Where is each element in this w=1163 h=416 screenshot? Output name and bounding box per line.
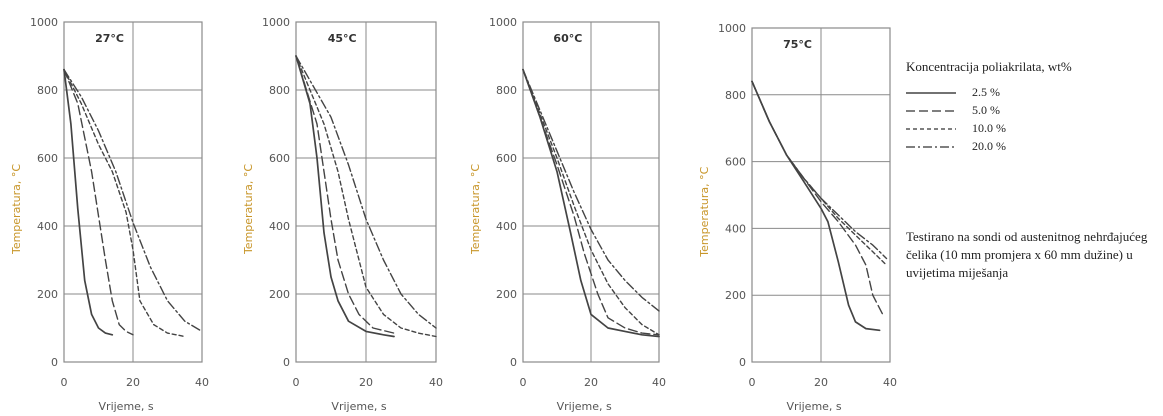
y-tick-label: 1000: [489, 16, 517, 29]
y-tick-label: 600: [725, 156, 746, 169]
y-tick-label: 1000: [30, 16, 58, 29]
series-line-3: [751, 80, 888, 260]
y-tick-label: 600: [37, 152, 58, 165]
legend-item-5-0: 5.0 %: [906, 103, 1156, 119]
y-tick-label: 800: [269, 84, 290, 97]
legend-label: 20.0 %: [972, 139, 1006, 153]
series-line-3: [522, 68, 660, 312]
legend-item-10-0: 10.0 %: [906, 121, 1156, 137]
series-line-0: [751, 80, 881, 332]
x-tick-label: 20: [584, 376, 598, 389]
series-line-1: [295, 55, 395, 334]
x-axis-label: Vrijeme, s: [557, 400, 612, 413]
y-tick-label: 200: [725, 289, 746, 302]
y-tick-label: 0: [739, 356, 746, 369]
y-axis-label: Temperatura, °C: [10, 164, 23, 255]
chart-panel-0: 0 200 400 600 800 1000 0 20 40 27°C Vrijeme, s Temp…: [10, 16, 209, 413]
chart-panel-3: 0 200 400 600 800 1000 0 20 40 75°C Vrijeme, s Temp…: [698, 22, 897, 413]
x-tick-label: 20: [359, 376, 373, 389]
series-line-3: [295, 55, 437, 329]
y-tick-label: 400: [269, 220, 290, 233]
legend: Koncentracija poliakrilata, wt% 2.5 % 5.…: [906, 58, 1156, 155]
y-axis-label: Temperatura, °C: [242, 164, 255, 255]
x-tick-label: 0: [749, 376, 756, 389]
test-conditions-note: Testirano na sondi od austenitnog nehrđa…: [906, 229, 1148, 280]
y-tick-label: 400: [496, 220, 517, 233]
y-tick-label: 800: [37, 84, 58, 97]
x-tick-label: 20: [126, 376, 140, 389]
series-line-1: [522, 68, 660, 336]
series-line-0: [63, 68, 114, 336]
legend-swatch-long-dash: [906, 110, 956, 112]
x-tick-label: 40: [652, 376, 666, 389]
series-line-2: [63, 68, 186, 338]
chart-title: 60°C: [553, 32, 582, 45]
y-tick-label: 0: [510, 356, 517, 369]
y-tick-label: 200: [269, 288, 290, 301]
series-line-2: [295, 55, 437, 338]
y-tick-label: 400: [37, 220, 58, 233]
chart-panel-1: 0 200 400 600 800 1000 0 20 40 45°C Vrijeme, s Temp…: [242, 16, 443, 413]
x-tick-label: 40: [429, 376, 443, 389]
y-tick-label: 200: [37, 288, 58, 301]
legend-item-2-5: 2.5 %: [906, 85, 1156, 101]
legend-label: 10.0 %: [972, 121, 1006, 135]
chart-title: 27°C: [95, 32, 124, 45]
y-tick-label: 200: [496, 288, 517, 301]
y-tick-label: 1000: [718, 22, 746, 35]
x-tick-label: 0: [293, 376, 300, 389]
x-tick-label: 40: [195, 376, 209, 389]
legend-item-20-0: 20.0 %: [906, 139, 1156, 155]
y-axis-label: Temperatura, °C: [469, 164, 482, 255]
legend-swatch-solid: [906, 92, 956, 94]
x-tick-label: 20: [814, 376, 828, 389]
series-line-2: [751, 80, 888, 266]
y-tick-label: 600: [269, 152, 290, 165]
series-line-2: [522, 68, 660, 336]
y-tick-label: 400: [725, 222, 746, 235]
series-line-3: [63, 68, 203, 333]
legend-label: 5.0 %: [972, 103, 1000, 117]
x-axis-label: Vrijeme, s: [787, 400, 842, 413]
x-axis-label: Vrijeme, s: [331, 400, 386, 413]
chart-panel-2: 0 200 400 600 800 1000 0 20 40 60°C Vrijeme, s Temp…: [469, 16, 666, 413]
y-tick-label: 800: [496, 84, 517, 97]
chart-title: 45°C: [328, 32, 357, 45]
y-tick-label: 0: [283, 356, 290, 369]
series-line-1: [63, 68, 134, 336]
series-line-0: [522, 68, 660, 338]
chart-title: 75°C: [783, 38, 812, 51]
y-tick-label: 1000: [262, 16, 290, 29]
x-tick-label: 40: [883, 376, 897, 389]
y-axis-label: Temperatura, °C: [698, 166, 711, 257]
y-tick-label: 800: [725, 89, 746, 102]
legend-swatch-short-dash: [906, 128, 956, 130]
y-tick-label: 0: [51, 356, 58, 369]
x-tick-label: 0: [520, 376, 527, 389]
legend-label: 2.5 %: [972, 85, 1000, 99]
legend-swatch-dash-dot: [906, 146, 956, 148]
legend-title: Koncentracija poliakrilata, wt%: [906, 59, 1072, 74]
x-tick-label: 0: [61, 376, 68, 389]
series-line-0: [295, 55, 395, 338]
series-line-1: [751, 80, 884, 316]
y-tick-label: 600: [496, 152, 517, 165]
x-axis-label: Vrijeme, s: [99, 400, 154, 413]
